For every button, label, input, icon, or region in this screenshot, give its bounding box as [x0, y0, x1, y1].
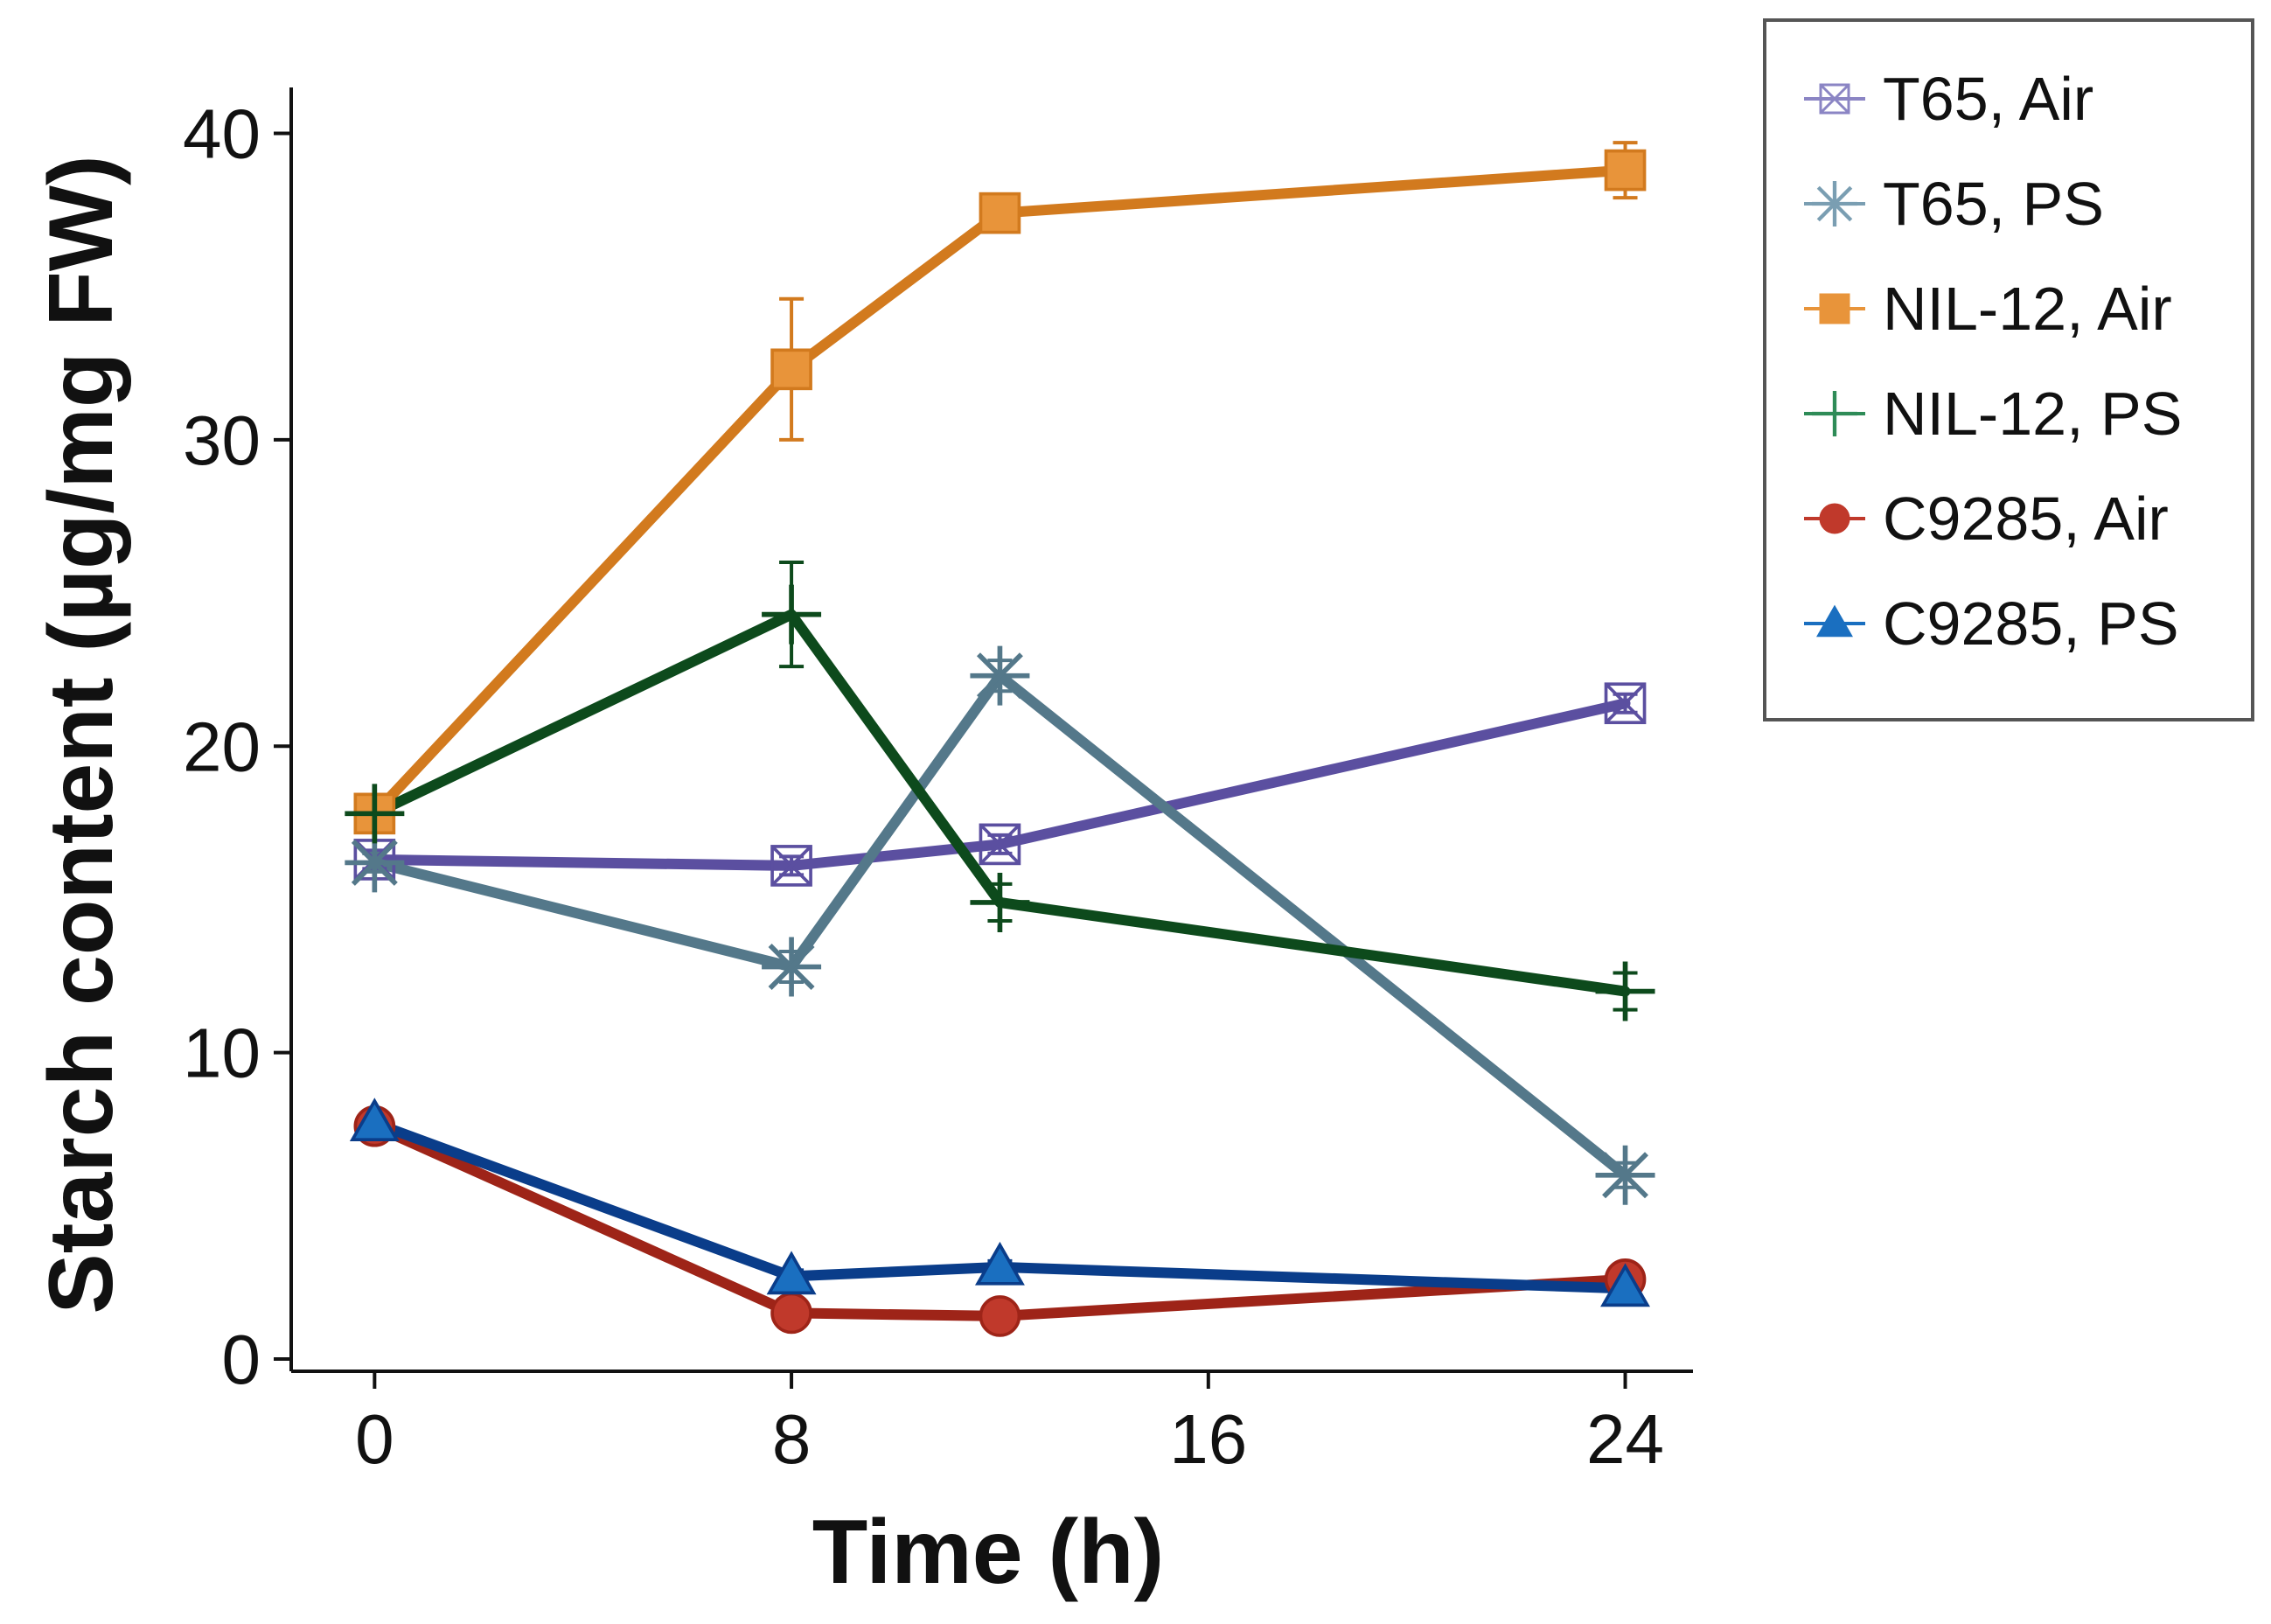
legend-label: T65, PS: [1883, 170, 2104, 238]
data-point-c9285-ps: [1600, 1263, 1650, 1307]
legend-label: C9285, Air: [1883, 484, 2169, 553]
x-tick-label: 24: [1586, 1400, 1664, 1478]
legend-marker: [1812, 181, 1857, 227]
y-tick-label: 30: [183, 401, 261, 479]
data-point-nil-12-ps: [762, 584, 822, 645]
legend-label: T65, Air: [1883, 65, 2093, 133]
series-line-t65-air: [369, 698, 1631, 871]
y-axis-title: Starch content (µg/mg FW): [31, 155, 132, 1314]
legend-label: NIL-12, Air: [1883, 275, 2172, 343]
legend: T65, Air T65, PS NIL-12, Air NIL-12, PS C928…: [1763, 18, 2254, 721]
legend-item-nil-12-ps: NIL-12, PS: [1804, 380, 2182, 448]
legend-marker: [1812, 391, 1857, 436]
legend-label: NIL-12, PS: [1883, 380, 2182, 448]
data-point-t65-ps: [970, 645, 1030, 706]
data-point-t65-air: [979, 823, 1021, 866]
x-tick-label: 8: [772, 1400, 812, 1478]
data-point-nil-12-air: [1604, 149, 1647, 192]
data-point-nil-12-air: [979, 192, 1021, 234]
x-axis-ticks: 0 8 16 24: [355, 1371, 1664, 1478]
x-tick-label: 16: [1169, 1400, 1247, 1478]
legend-marker: [1819, 83, 1850, 115]
data-point-c9285-ps: [766, 1251, 817, 1295]
y-axis-ticks: 0 10 20 30 40: [183, 95, 291, 1398]
y-tick-label: 10: [183, 1014, 261, 1092]
legend-marker: [1816, 604, 1853, 638]
legend-item-nil-12-air: NIL-12, Air: [1804, 275, 2172, 343]
legend-item-t65-ps: T65, PS: [1804, 170, 2104, 238]
legend-box: [1763, 18, 2254, 721]
y-tick-label: 40: [183, 95, 261, 173]
legend-item-t65-air: T65, Air: [1804, 65, 2093, 133]
series-line-c9285-ps: [369, 1118, 1631, 1294]
legend-label: C9285, PS: [1883, 589, 2179, 658]
data-point-nil-12-ps: [345, 784, 405, 844]
x-tick-label: 0: [355, 1400, 394, 1478]
legend-item-c9285-ps: C9285, PS: [1804, 589, 2179, 658]
data-point-c9285-air: [979, 1295, 1021, 1337]
series-line-nil-12-air: [369, 164, 1631, 819]
data-point-t65-air: [1604, 682, 1647, 725]
data-point-nil-12-ps: [970, 872, 1030, 932]
legend-item-c9285-air: C9285, Air: [1804, 484, 2169, 553]
data-point-c9285-ps: [349, 1098, 400, 1142]
x-axis-title: Time (h): [812, 1502, 1165, 1603]
series-line-c9285-air: [369, 1120, 1631, 1321]
data-point-t65-ps: [1595, 1145, 1655, 1205]
data-point-c9285-ps: [974, 1241, 1025, 1286]
y-tick-label: 0: [222, 1321, 261, 1398]
data-point-nil-12-ps: [1595, 961, 1655, 1021]
series-line-t65-ps: [369, 670, 1631, 1181]
data-point-t65-air: [770, 845, 812, 887]
legend-marker: [1819, 503, 1850, 534]
series-line-nil-12-ps: [369, 609, 1631, 997]
y-tick-label: 20: [183, 707, 261, 785]
plot-markers: [345, 149, 1655, 1337]
legend-marker: [1819, 293, 1850, 324]
plot-lines: [369, 164, 1631, 1321]
data-point-c9285-air: [770, 1292, 812, 1335]
data-point-nil-12-air: [770, 348, 812, 391]
data-point-t65-ps: [762, 937, 822, 997]
